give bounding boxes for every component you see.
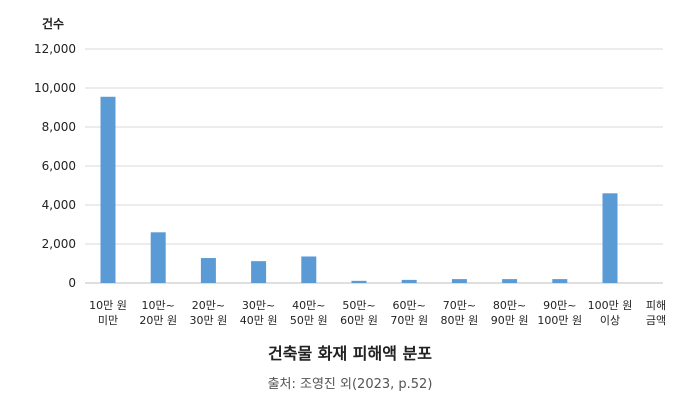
x-category-label: 40만~ [292, 299, 325, 312]
x-axis-label-line-2: 금액 [646, 314, 666, 327]
y-tick-label: 8,000 [42, 120, 76, 134]
y-axis-unit-label: 건수 [42, 16, 64, 31]
x-category-label: 60만 원 [340, 314, 378, 327]
bar [301, 256, 317, 283]
chart-source: 출처: 조영진 외(2023, p.52) [267, 377, 433, 392]
x-axis-categories: 10만 원미만 10만~ 20만 원 20만~ 30만 원 30만~ 40만 원 40만~ 50… [89, 299, 632, 327]
x-category-label: 100만 원 [588, 299, 633, 312]
chart-title: 건축물 화재 피해액 분포 [268, 344, 432, 363]
bar [401, 279, 417, 283]
x-category-label: 60만~ [393, 299, 426, 312]
x-category-label: 이상 [600, 314, 620, 327]
x-category-label: 미만 [98, 314, 118, 327]
x-axis-label-line-1: 피해 [646, 298, 666, 312]
x-category-label: 100만 원 [537, 314, 582, 327]
x-category-label: 50만 원 [290, 314, 328, 327]
bar [451, 279, 467, 283]
y-tick-label: 4,000 [42, 198, 76, 212]
x-category-label: 20만 원 [139, 314, 177, 327]
bar [552, 279, 568, 283]
x-category-label: 40만 원 [240, 314, 278, 327]
x-category-label: 90만~ [543, 299, 576, 312]
y-axis-ticks: 0 2,000 4,000 6,000 8,000 10,000 12,000 [34, 42, 76, 290]
x-category-label: 30만 원 [190, 314, 228, 327]
bar [150, 232, 166, 283]
x-category-label: 50만~ [342, 299, 375, 312]
bar [602, 193, 618, 283]
y-tick-label: 0 [68, 276, 76, 290]
x-category-label: 80만~ [493, 299, 526, 312]
x-category-label: 80만 원 [441, 314, 479, 327]
bar [200, 258, 216, 283]
y-tick-label: 6,000 [42, 159, 76, 173]
gridlines [85, 48, 663, 284]
y-tick-label: 10,000 [34, 81, 76, 95]
bar-chart: 건수 0 2,000 4,000 6,000 8,000 10,000 12,000 10만… [34, 16, 666, 327]
x-axis-label: 피해 금액 [646, 298, 666, 327]
x-category-label: 10만 원 [89, 299, 127, 312]
x-category-label: 70만 원 [390, 314, 428, 327]
bar [100, 96, 116, 284]
x-category-label: 10만~ [142, 299, 175, 312]
bars [100, 96, 618, 284]
x-category-label: 30만~ [242, 299, 275, 312]
bar [502, 279, 518, 283]
bar [351, 280, 367, 283]
y-tick-label: 2,000 [42, 237, 76, 251]
y-tick-label: 12,000 [34, 42, 76, 56]
x-category-label: 20만~ [192, 299, 225, 312]
bar [251, 261, 267, 283]
x-category-label: 90만 원 [491, 314, 529, 327]
x-category-label: 70만~ [443, 299, 476, 312]
